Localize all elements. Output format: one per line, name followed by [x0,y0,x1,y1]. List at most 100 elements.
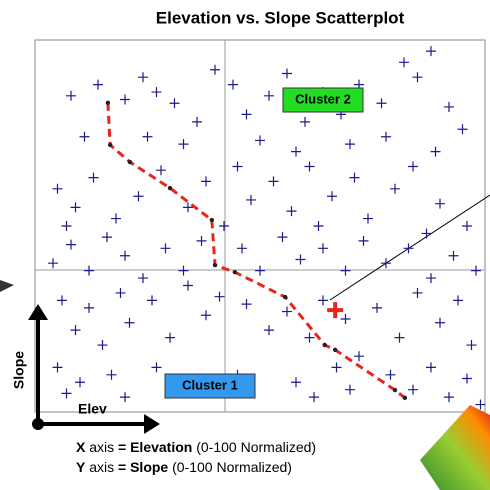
scatter-point [327,191,337,202]
caption-line: Y axis = Slope (0-100 Normalized) [76,459,292,475]
scatter-point [255,265,265,276]
scatter-point [372,302,382,313]
scatter-point [210,64,220,75]
scatter-point [300,116,310,127]
scatter-point [106,369,117,380]
scatter-point [435,198,445,209]
scatter-point [57,295,67,306]
scatter-point [354,351,364,362]
callout-line [329,194,490,301]
scatter-point [61,221,72,231]
scatter-point [304,332,315,343]
boundary-vertex [127,159,133,165]
boundary-vertex [209,217,215,223]
scatter-point [448,250,459,261]
scatter-point [120,94,130,105]
boundary-vertex [322,342,327,348]
scatter-point [151,362,162,373]
scatter-point [345,384,355,395]
boundary-vertex [232,269,237,275]
boundary-vertex [332,347,338,353]
axis-origin [32,418,44,430]
scatter-point [394,332,405,343]
scatter-point [169,98,180,109]
scatter-point [102,232,112,243]
scatter-point [282,68,292,79]
scatter-point [196,235,207,246]
scatter-point [70,202,81,213]
scatter-point [462,221,472,231]
scatter-point [120,392,130,403]
scatter-point [165,332,175,343]
scatter-point [178,265,189,276]
cluster-label: Cluster 1 [182,377,238,392]
scatter-point [412,72,423,83]
scatter-point [61,388,72,399]
scatter-point [151,87,162,98]
scatter-point [349,172,360,183]
scatter-point [340,265,351,276]
scatter-point [97,340,108,351]
boundary-vertex [107,142,113,148]
scatter-point [88,172,99,183]
scatter-point [381,131,391,142]
scatter-point [138,273,148,284]
boundary-vertex [392,387,398,393]
scatter-point [331,362,342,373]
scatter-point [138,72,148,83]
scatter-point [219,221,229,231]
scatter-point [390,183,400,194]
scatter-point [75,377,85,388]
scatter-point [295,254,306,265]
scatter-point [291,377,301,388]
scatter-point [444,392,454,403]
scatter-point [309,392,319,403]
scatter-point [228,79,238,90]
scatter-point [358,235,369,246]
scatter-point [201,176,211,187]
scatter-point [246,194,256,205]
caption-note: (0-100 Normalized) [172,459,292,475]
x-indicator-label: Elev [78,401,107,417]
caption-eq: = Slope [118,459,168,475]
scatter-point [426,362,436,373]
scatter-point [79,131,90,142]
scatter-point [318,243,328,254]
cluster-label: Cluster 2 [295,91,351,106]
caption-var: Y [76,459,86,475]
highlight-point [327,302,344,319]
scatter-point [156,165,166,176]
chart-title: Elevation vs. Slope Scatterplot [156,8,405,27]
scatter-point [408,161,418,172]
boundary-vertex [105,100,111,106]
scatter-point [403,243,414,254]
scatter-point [318,295,328,306]
scatter-point [237,243,247,254]
scatter-point [147,295,157,306]
scatter-point [142,131,153,142]
scatter-point [399,57,409,68]
boundary-line [106,102,406,400]
scatter-point [70,325,81,336]
scatter-point [52,183,63,194]
scatter-point [376,98,387,109]
scatter-point [340,314,351,324]
y-indicator-label: Slope [11,351,27,389]
scatter-point [286,206,297,217]
scatter-point [84,265,94,276]
pointer-arrow [0,280,14,292]
scatter-point [183,280,193,291]
scatter-point [277,232,288,243]
scatter-point [435,317,445,328]
scatter-point [457,124,468,135]
caption-word: axis [89,439,114,455]
scatter-point [408,384,418,395]
scatter-point [471,265,481,276]
scatter-point [381,258,391,269]
caption-note: (0-100 Normalized) [196,439,316,455]
scatter-point [178,139,189,150]
boundary-vertex [212,262,218,268]
scatter-point [183,202,193,213]
scatter-point [115,287,126,298]
scatter-point [363,213,373,224]
